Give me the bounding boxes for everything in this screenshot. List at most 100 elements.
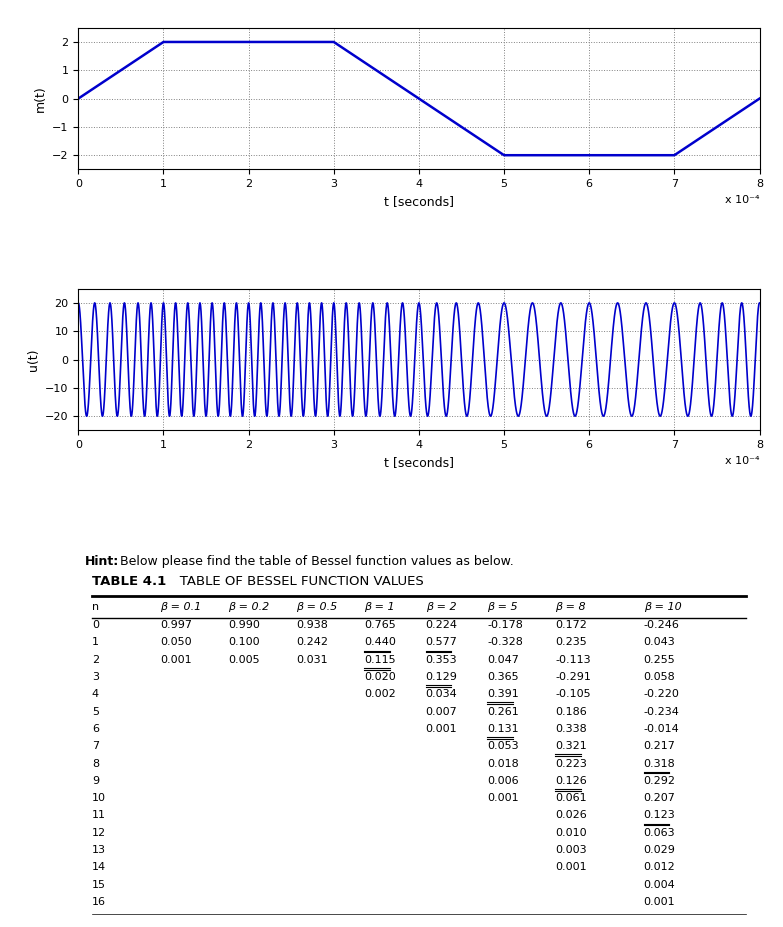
- Text: 4: 4: [92, 690, 99, 699]
- Text: 0.223: 0.223: [555, 758, 587, 768]
- Text: 0.115: 0.115: [364, 654, 396, 665]
- Text: 1: 1: [92, 638, 99, 647]
- Text: β = 8: β = 8: [555, 602, 586, 612]
- Text: 0.003: 0.003: [555, 845, 586, 855]
- Text: 0.224: 0.224: [426, 620, 458, 630]
- Text: -0.246: -0.246: [644, 620, 680, 630]
- Text: 0.001: 0.001: [555, 862, 586, 872]
- Text: 0.123: 0.123: [644, 810, 676, 820]
- X-axis label: t [seconds]: t [seconds]: [384, 455, 454, 468]
- Text: 0.172: 0.172: [555, 620, 587, 630]
- Text: 0.131: 0.131: [487, 724, 518, 734]
- Text: -0.105: -0.105: [555, 690, 590, 699]
- Text: β = 0.1: β = 0.1: [160, 602, 201, 612]
- Text: β = 0.2: β = 0.2: [228, 602, 269, 612]
- Text: -0.234: -0.234: [644, 706, 680, 717]
- Text: 0.207: 0.207: [644, 794, 676, 803]
- Text: 0.020: 0.020: [364, 672, 396, 682]
- Text: 0.034: 0.034: [426, 690, 457, 699]
- Text: β = 0.5: β = 0.5: [296, 602, 337, 612]
- Text: n: n: [92, 602, 99, 612]
- Text: 0.010: 0.010: [555, 828, 586, 838]
- Text: 0.001: 0.001: [160, 654, 192, 665]
- Text: 0.053: 0.053: [487, 742, 518, 751]
- Text: 0.126: 0.126: [555, 776, 587, 786]
- Text: x 10⁻⁴: x 10⁻⁴: [725, 456, 760, 465]
- Text: -0.220: -0.220: [644, 690, 680, 699]
- Text: -0.291: -0.291: [555, 672, 591, 682]
- Text: 0.353: 0.353: [426, 654, 457, 665]
- Text: 0.129: 0.129: [426, 672, 457, 682]
- Text: 0.002: 0.002: [364, 690, 396, 699]
- Text: 6: 6: [92, 724, 99, 734]
- Text: 0.018: 0.018: [487, 758, 519, 768]
- Text: 0.235: 0.235: [555, 638, 587, 647]
- Text: β = 10: β = 10: [644, 602, 681, 612]
- Text: x 10⁻⁴: x 10⁻⁴: [725, 195, 760, 205]
- Text: 0.047: 0.047: [487, 654, 519, 665]
- Text: 15: 15: [92, 880, 106, 890]
- Text: 0.001: 0.001: [426, 724, 457, 734]
- Text: Below please find the table of Bessel function values as below.: Below please find the table of Bessel fu…: [116, 555, 514, 568]
- Text: β = 1: β = 1: [364, 602, 395, 612]
- Y-axis label: u(t): u(t): [27, 349, 39, 371]
- Text: 12: 12: [92, 828, 106, 838]
- Text: 0.007: 0.007: [426, 706, 457, 717]
- Text: β = 2: β = 2: [426, 602, 456, 612]
- Text: 0.061: 0.061: [555, 794, 586, 803]
- Text: 0.765: 0.765: [364, 620, 396, 630]
- Text: 0.242: 0.242: [296, 638, 328, 647]
- Text: 0.026: 0.026: [555, 810, 587, 820]
- Text: -0.113: -0.113: [555, 654, 590, 665]
- Text: 0.058: 0.058: [644, 672, 676, 682]
- Text: 0.031: 0.031: [296, 654, 328, 665]
- Text: 0.391: 0.391: [487, 690, 519, 699]
- Text: 14: 14: [92, 862, 106, 872]
- Text: 0.338: 0.338: [555, 724, 587, 734]
- Text: 0.261: 0.261: [487, 706, 519, 717]
- X-axis label: t [seconds]: t [seconds]: [384, 195, 454, 208]
- Text: 0.321: 0.321: [555, 742, 587, 751]
- Text: 0.006: 0.006: [487, 776, 518, 786]
- Text: 0.001: 0.001: [644, 897, 675, 907]
- Text: 0.050: 0.050: [160, 638, 192, 647]
- Text: 0.997: 0.997: [160, 620, 192, 630]
- Text: 7: 7: [92, 742, 99, 751]
- Text: 0.004: 0.004: [644, 880, 676, 890]
- Text: 0.005: 0.005: [228, 654, 260, 665]
- Text: 0.440: 0.440: [364, 638, 396, 647]
- Text: 0.318: 0.318: [644, 758, 676, 768]
- Text: TABLE OF BESSEL FUNCTION VALUES: TABLE OF BESSEL FUNCTION VALUES: [167, 576, 424, 589]
- Text: 0.043: 0.043: [644, 638, 676, 647]
- Text: 0.100: 0.100: [228, 638, 260, 647]
- Text: 0.577: 0.577: [426, 638, 457, 647]
- Text: 0.217: 0.217: [644, 742, 676, 751]
- Text: 0.186: 0.186: [555, 706, 587, 717]
- Text: 0.255: 0.255: [644, 654, 676, 665]
- Text: 5: 5: [92, 706, 99, 717]
- Text: -0.178: -0.178: [487, 620, 523, 630]
- Text: 0.990: 0.990: [228, 620, 260, 630]
- Text: 0.012: 0.012: [644, 862, 676, 872]
- Text: 0.029: 0.029: [644, 845, 676, 855]
- Text: β = 5: β = 5: [487, 602, 518, 612]
- Text: 10: 10: [92, 794, 106, 803]
- Text: 3: 3: [92, 672, 99, 682]
- Text: 0.365: 0.365: [487, 672, 518, 682]
- Text: 0.292: 0.292: [644, 776, 676, 786]
- Text: 0.001: 0.001: [487, 794, 518, 803]
- Text: 11: 11: [92, 810, 106, 820]
- Text: 9: 9: [92, 776, 99, 786]
- Y-axis label: m(t): m(t): [34, 85, 46, 112]
- Text: 0.938: 0.938: [296, 620, 328, 630]
- Text: Hint:: Hint:: [85, 555, 119, 568]
- Text: -0.328: -0.328: [487, 638, 523, 647]
- Text: -0.014: -0.014: [644, 724, 680, 734]
- Text: 8: 8: [92, 758, 99, 768]
- Text: TABLE 4.1: TABLE 4.1: [92, 576, 166, 589]
- Text: 13: 13: [92, 845, 106, 855]
- Text: 0.063: 0.063: [644, 828, 675, 838]
- Text: 16: 16: [92, 897, 106, 907]
- Text: 2: 2: [92, 654, 99, 665]
- Text: 0: 0: [92, 620, 99, 630]
